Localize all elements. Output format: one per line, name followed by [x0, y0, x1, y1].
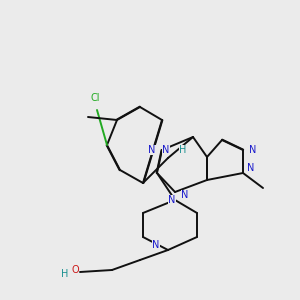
Text: H: H [179, 145, 187, 155]
Text: H: H [61, 269, 69, 279]
Text: N: N [152, 240, 160, 250]
Text: Cl: Cl [90, 93, 100, 103]
Text: N: N [247, 163, 255, 173]
Text: N: N [168, 195, 176, 205]
Text: N: N [181, 190, 189, 200]
Text: O: O [71, 265, 79, 275]
Text: N: N [249, 145, 257, 155]
Text: N: N [148, 145, 156, 155]
Text: N: N [162, 145, 170, 155]
